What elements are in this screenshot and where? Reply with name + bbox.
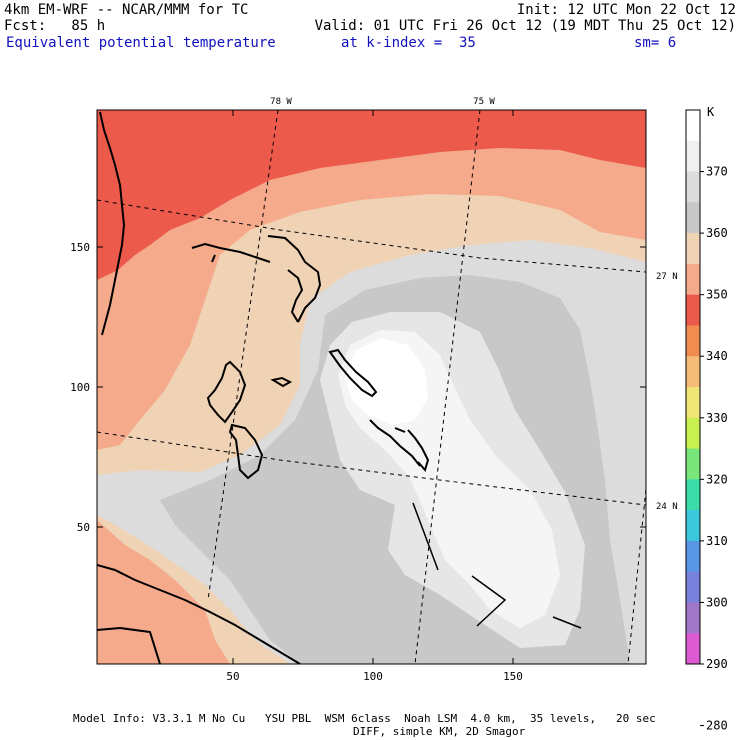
meridian-78w [207, 110, 279, 601]
colorbar-label: 350 [706, 288, 728, 302]
colorbar-label: 360 [706, 226, 728, 240]
x-axis-ticks [232, 110, 514, 664]
colorbar-swatch [686, 417, 700, 450]
wind-barb [471, 575, 507, 627]
cuba-coast [97, 564, 301, 664]
andros [206, 360, 247, 424]
colorbar-swatch [686, 479, 700, 511]
colorbar-label: 310 [706, 534, 728, 548]
new-providence [270, 376, 293, 388]
model-info-2: DIFF, simple KM, 2D Smagor [353, 725, 526, 738]
colorbar-swatch [686, 633, 700, 665]
lat-label-27n: 27 N [656, 272, 678, 282]
exuma [369, 419, 421, 467]
graticule [97, 110, 646, 664]
colorbar-swatch [686, 325, 700, 357]
colorbar-swatch [686, 263, 700, 296]
wind-barb [412, 502, 439, 571]
contour-375-band [345, 338, 428, 425]
colorbar-swatch [686, 510, 700, 542]
wind-barb [552, 616, 582, 629]
x-tick-label: 150 [503, 670, 523, 683]
y-tick-label: 100 [70, 381, 90, 394]
colorbar-swatch [686, 356, 700, 388]
colorbar-swatch [686, 233, 700, 265]
model-info: Model Info: V3.3.1 M No Cu YSU PBL WSM 6… [73, 712, 656, 725]
forecast-hour: Fcst: 85 h [4, 18, 106, 34]
x-tick-label: 50 [226, 670, 239, 683]
colorbar-swatch [686, 140, 700, 173]
wind-barbs [412, 502, 582, 629]
colorbar-swatch [686, 602, 700, 634]
colorbar-swatch [686, 571, 700, 603]
colorbar-label: 330 [706, 411, 728, 425]
meridian-72w [627, 484, 646, 664]
level-info: at k-index = 35 [341, 35, 476, 51]
florida-coast [99, 111, 126, 336]
long-island [407, 429, 430, 473]
field-name: Equivalent potential temperature [6, 35, 276, 51]
colorbar-swatch [686, 540, 700, 573]
colorbar-swatch [686, 110, 700, 142]
colorbar-swatch [686, 294, 700, 326]
grand-bahama [191, 242, 271, 263]
andros-south [228, 423, 264, 480]
lon-label-78w: 78 W [270, 97, 292, 107]
keys-coast [97, 626, 161, 664]
colorbar-swatch [686, 448, 700, 480]
y-axis-ticks [97, 246, 646, 528]
smoothing-info: sm= 6 [634, 35, 677, 51]
theta-e-field [97, 110, 646, 664]
y-tick-label: 150 [70, 241, 90, 254]
lat-label-24n: 24 N [656, 502, 678, 512]
colorbar-swatch [686, 387, 700, 419]
colorbar: K 370 360 350 340 330 320 310 300 290 280 [685, 105, 728, 733]
contour-340-band [97, 110, 646, 280]
valid-time: Valid: 01 UTC Fri 26 Oct 12 (19 MDT Thu … [314, 18, 736, 34]
colorbar-unit: K [707, 105, 715, 119]
model-title: 4km EM-WRF -- NCAR/MMM for TC [4, 2, 249, 18]
abaco [267, 235, 322, 323]
y-tick-label: 50 [77, 521, 90, 534]
lon-label-75w: 75 W [473, 97, 495, 107]
colorbar-label: 290 [706, 657, 728, 671]
x-tick-label: 100 [363, 670, 383, 683]
colorbar-swatch [686, 202, 700, 234]
colorbar-label: 340 [706, 349, 728, 363]
colorbar-label: 370 [706, 165, 728, 179]
eleuthera [328, 348, 378, 398]
meridian-75w [414, 110, 481, 664]
colorbar-frame [685, 109, 701, 665]
coastline [97, 111, 430, 664]
colorbar-label: 320 [706, 472, 728, 486]
colorbar-label: 300 [706, 595, 728, 609]
colorbar-label: 280 [706, 719, 728, 733]
colorbar-swatch [686, 171, 700, 203]
init-time: Init: 12 UTC Mon 22 Oct 12 [516, 2, 736, 18]
